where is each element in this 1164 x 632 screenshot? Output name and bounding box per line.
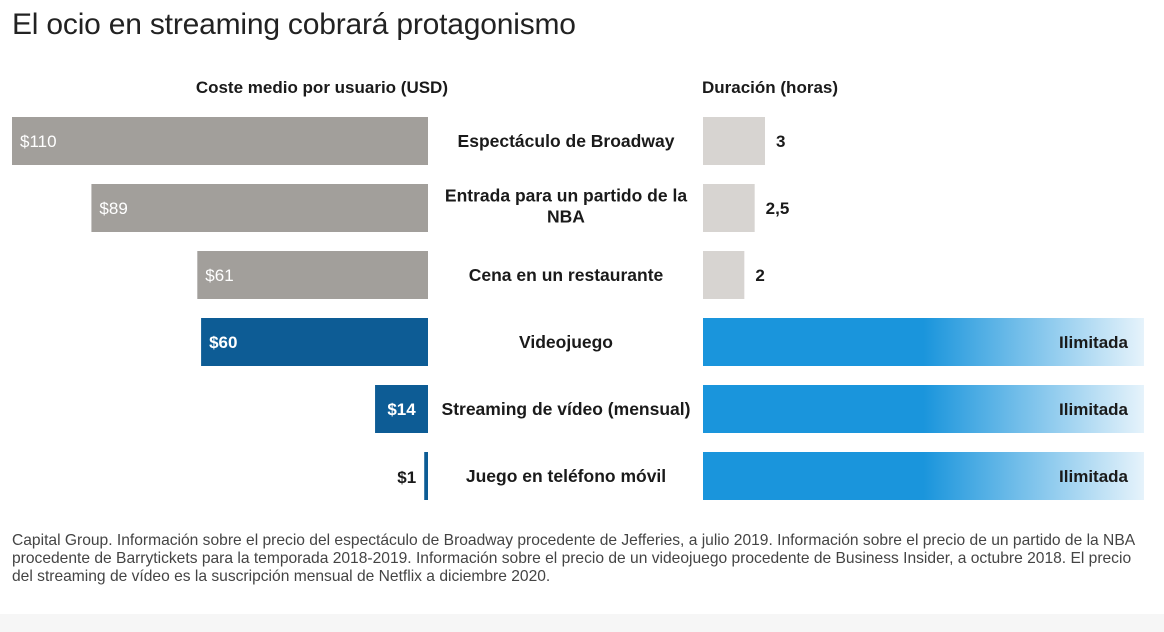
category-label: Espectáculo de Broadway	[458, 131, 675, 151]
cost-bar	[424, 452, 428, 500]
cost-label: $61	[205, 266, 233, 285]
duration-axis-header: Duración (horas)	[702, 78, 839, 97]
category-label: Streaming de vídeo (mensual)	[442, 399, 691, 419]
cost-label: $14	[387, 400, 416, 419]
duration-label: 3	[776, 132, 785, 151]
footnote: Capital Group. Información sobre el prec…	[12, 532, 1135, 585]
cost-bar	[91, 184, 428, 232]
cost-axis-header: Coste medio por usuario (USD)	[195, 78, 448, 97]
cost-bar	[197, 251, 428, 299]
category-label: Entrada para un partido de la	[445, 186, 687, 206]
duration-label: 2	[755, 266, 764, 285]
duration-label: Ilimitada	[1059, 400, 1129, 419]
duration-bar	[703, 251, 745, 299]
bottom-strip	[0, 614, 1164, 632]
cost-bar	[375, 385, 428, 433]
cost-label: $110	[20, 132, 57, 151]
cost-bar	[12, 117, 428, 165]
duration-bar	[703, 184, 755, 232]
chart-title: El ocio en streaming cobrará protagonism…	[12, 8, 576, 41]
cost-bar	[201, 318, 428, 366]
chart-svg: $110 Espectáculo de Broadway 3 $89 Entrada p…	[12, 117, 1144, 500]
duration-bar	[703, 117, 765, 165]
duration-bar	[703, 452, 1144, 500]
category-label: Videojuego	[519, 332, 613, 352]
duration-label: Ilimitada	[1059, 333, 1129, 352]
duration-label: 2,5	[766, 199, 790, 218]
category-label: Juego en teléfono móvil	[466, 466, 666, 486]
category-label: Cena en un restaurante	[469, 265, 664, 285]
cost-label: $1	[397, 468, 416, 487]
duration-bar	[703, 385, 1144, 433]
cost-label: $89	[99, 199, 127, 218]
cost-label: $60	[209, 333, 237, 352]
duration-bar	[703, 318, 1144, 366]
category-label: NBA	[547, 207, 585, 227]
duration-label: Ilimitada	[1059, 467, 1129, 486]
